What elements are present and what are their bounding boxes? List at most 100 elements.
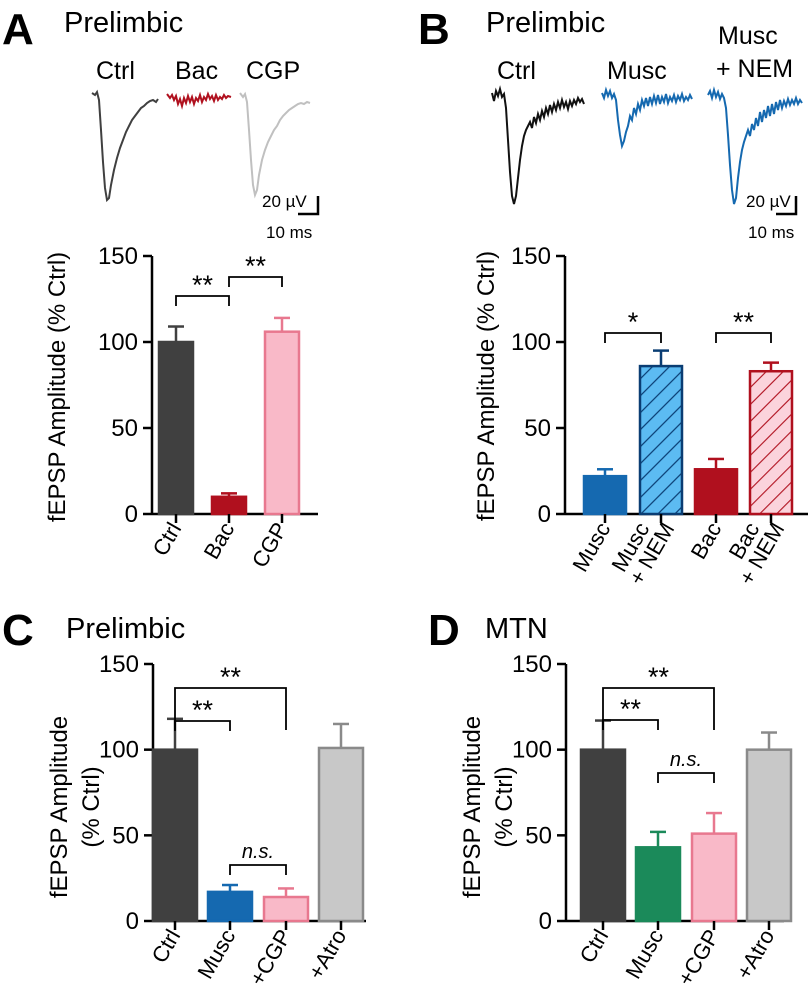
trace-cgp bbox=[239, 91, 311, 199]
bar-musc bbox=[206, 890, 254, 923]
category-label-cgp: +CGP bbox=[672, 925, 724, 990]
y-tick-label: 150 bbox=[99, 651, 139, 678]
bar-cgp bbox=[690, 832, 738, 923]
y-tick-label: 150 bbox=[512, 651, 552, 678]
y-tick-label: 0 bbox=[126, 908, 139, 935]
category-label-ctrl: Ctrl bbox=[575, 925, 614, 967]
y-axis-label-line2: (% Ctrl) bbox=[491, 766, 518, 847]
significance-label: n.s. bbox=[670, 749, 702, 771]
y-axis-label-line1: fEPSP Amplitude bbox=[46, 716, 73, 898]
bar-chart-a: 0 50 100 150 Ctrl Bac CGP ** ** bbox=[98, 243, 318, 572]
y-axis-label: fEPSP Amplitude (% Ctrl) bbox=[44, 252, 71, 522]
significance-label: n.s. bbox=[242, 841, 274, 863]
y-axis-label-line2: (% Ctrl) bbox=[78, 766, 105, 847]
y-tick-label: 0 bbox=[125, 501, 138, 528]
significance-label: ** bbox=[245, 251, 267, 281]
y-tick-label: 100 bbox=[99, 737, 139, 764]
trace-label-cgp: CGP bbox=[246, 57, 300, 85]
y-tick-label: 50 bbox=[112, 822, 139, 849]
significance-bracket bbox=[602, 687, 715, 730]
bar-bac-nem bbox=[748, 369, 794, 516]
panel-label: C bbox=[2, 606, 34, 655]
trace-label-ctrl: Ctrl bbox=[497, 57, 536, 85]
y-tick-label: 150 bbox=[98, 243, 138, 270]
panel-c: C Prelimbic fEPSP Amplitude (% Ctrl) 0 50… bbox=[2, 606, 366, 990]
scale-amplitude-label: 20 µV bbox=[746, 192, 791, 211]
y-tick-label: 50 bbox=[111, 415, 138, 442]
panel-title: Prelimbic bbox=[486, 7, 605, 39]
bar-ctrl bbox=[157, 340, 195, 516]
panel-b: B Prelimbic Ctrl Musc Musc + NEM 20 µV 1… bbox=[418, 5, 808, 589]
bar-ctrl bbox=[151, 748, 199, 923]
category-label-musc: Musc bbox=[567, 518, 615, 576]
trace-label-bac: Bac bbox=[175, 57, 218, 85]
significance-bracket bbox=[715, 332, 772, 343]
scale-time-label: 10 ms bbox=[748, 223, 794, 242]
significance-label: ** bbox=[733, 307, 755, 337]
trace-musc bbox=[601, 86, 693, 150]
category-label-cgp: CGP bbox=[247, 518, 292, 572]
category-label-cgp: +CGP bbox=[244, 925, 296, 990]
panel-d: D MTN fEPSP Amplitude (% Ctrl) 0 50 100 150… bbox=[428, 606, 793, 990]
bar-chart-d: 0 50 100 150 Ctrl Musc +CGP +Atro **** n.s. bbox=[512, 651, 793, 990]
panel-title: Prelimbic bbox=[64, 7, 183, 39]
trace-musc-nem bbox=[707, 86, 803, 205]
y-tick-label: 150 bbox=[511, 243, 551, 270]
significance-bracket bbox=[174, 687, 287, 730]
y-tick-label: 100 bbox=[98, 329, 138, 356]
significance-label: ** bbox=[620, 694, 642, 724]
significance-label: ** bbox=[192, 695, 214, 725]
significance-bracket bbox=[604, 332, 662, 343]
trace-bac bbox=[166, 91, 232, 110]
trace-label-musc: Musc bbox=[607, 57, 667, 85]
bar-musc bbox=[582, 474, 628, 516]
trace-label-ctrl: Ctrl bbox=[96, 57, 135, 85]
significance-label: * bbox=[628, 307, 639, 337]
y-axis-label-line1: fEPSP Amplitude bbox=[459, 716, 486, 898]
bar-bac bbox=[693, 468, 739, 516]
bar-cgp bbox=[262, 895, 310, 923]
scale-bar bbox=[776, 196, 798, 216]
panel-label: D bbox=[428, 606, 460, 655]
panel-a: A Prelimbic Ctrl Bac CGP 20 µV 10 ms fEP… bbox=[2, 5, 320, 572]
bar-atro bbox=[745, 748, 793, 923]
category-label-bac: Bac bbox=[686, 518, 727, 563]
bar-ctrl bbox=[579, 748, 627, 923]
trace-label-musc-nem-2: + NEM bbox=[716, 55, 793, 83]
bar-bac bbox=[210, 495, 248, 516]
significance-bracket bbox=[228, 276, 283, 287]
category-label-ctrl: Ctrl bbox=[147, 925, 186, 967]
category-label-bac: Bac bbox=[199, 518, 240, 563]
category-label-atro: +Atro bbox=[303, 925, 351, 984]
y-tick-label: 50 bbox=[525, 822, 552, 849]
category-label-musc: Musc bbox=[620, 925, 668, 983]
significance-label: ** bbox=[192, 270, 214, 300]
y-tick-label: 0 bbox=[538, 501, 551, 528]
trace-ctrl bbox=[491, 85, 585, 205]
significance-bracket bbox=[229, 864, 287, 875]
significance-bracket bbox=[175, 295, 230, 306]
y-tick-label: 50 bbox=[524, 415, 551, 442]
bar-atro bbox=[317, 746, 365, 923]
y-tick-label: 100 bbox=[511, 329, 551, 356]
scale-bar bbox=[298, 196, 320, 216]
bar-cgp bbox=[263, 330, 301, 516]
trace-label-musc-nem-1: Musc bbox=[718, 22, 778, 50]
category-label-musc: Musc bbox=[192, 925, 240, 983]
category-label-atro: +Atro bbox=[731, 925, 779, 984]
y-tick-label: 100 bbox=[512, 737, 552, 764]
bar-chart-c: 0 50 100 150 Ctrl Musc +CGP +Atro **** n.s. bbox=[99, 651, 366, 990]
trace-ctrl bbox=[91, 89, 159, 203]
panel-title: MTN bbox=[485, 613, 548, 645]
category-label-ctrl: Ctrl bbox=[148, 518, 187, 560]
scale-amplitude-label: 20 µV bbox=[262, 192, 307, 211]
bar-musc bbox=[634, 846, 682, 923]
bar-musc-nem bbox=[638, 364, 684, 516]
y-axis-label: fEPSP Amplitude (% Ctrl) bbox=[473, 251, 500, 521]
significance-bracket bbox=[657, 772, 715, 783]
panel-label: B bbox=[418, 5, 450, 54]
significance-label: ** bbox=[648, 662, 670, 692]
y-tick-label: 0 bbox=[539, 908, 552, 935]
